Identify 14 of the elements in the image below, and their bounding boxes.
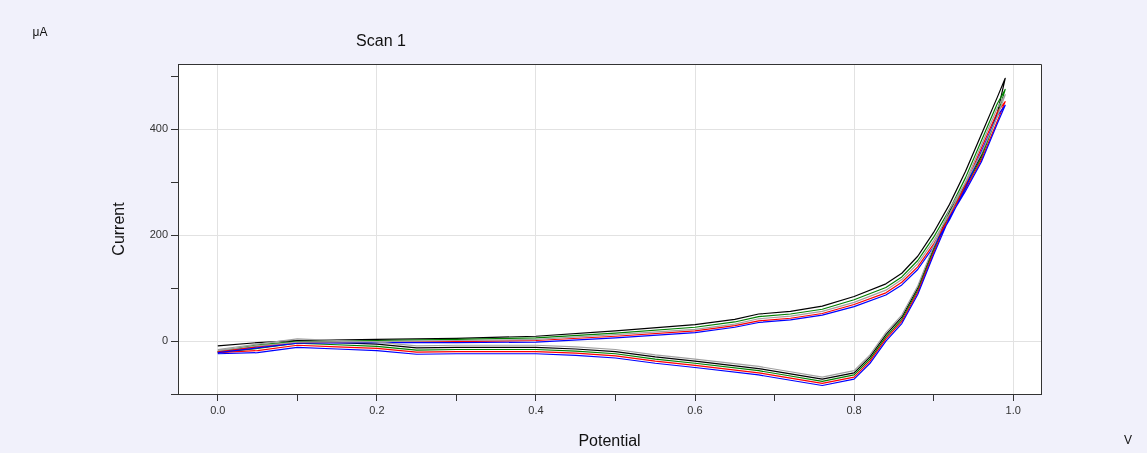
x-tick-label: 0.6: [687, 403, 703, 416]
text: V: [1123, 433, 1133, 448]
x-tick-label: 0.0: [210, 403, 226, 416]
y-tick-label: 0: [161, 334, 168, 347]
x-tick-label: 1.0: [1005, 403, 1021, 416]
y-tick-label: 400: [149, 122, 168, 135]
x-tick-label: 0.4: [528, 403, 544, 416]
x-tick-label: 0.8: [846, 403, 862, 416]
text: μA: [32, 25, 48, 40]
y-axis-title: Current: [110, 201, 128, 256]
y-tick-label: 200: [149, 228, 168, 241]
x-axis-title: Potential: [578, 431, 641, 449]
chart-title: Scan 1: [356, 32, 407, 50]
x-tick-label: 0.2: [369, 403, 385, 416]
